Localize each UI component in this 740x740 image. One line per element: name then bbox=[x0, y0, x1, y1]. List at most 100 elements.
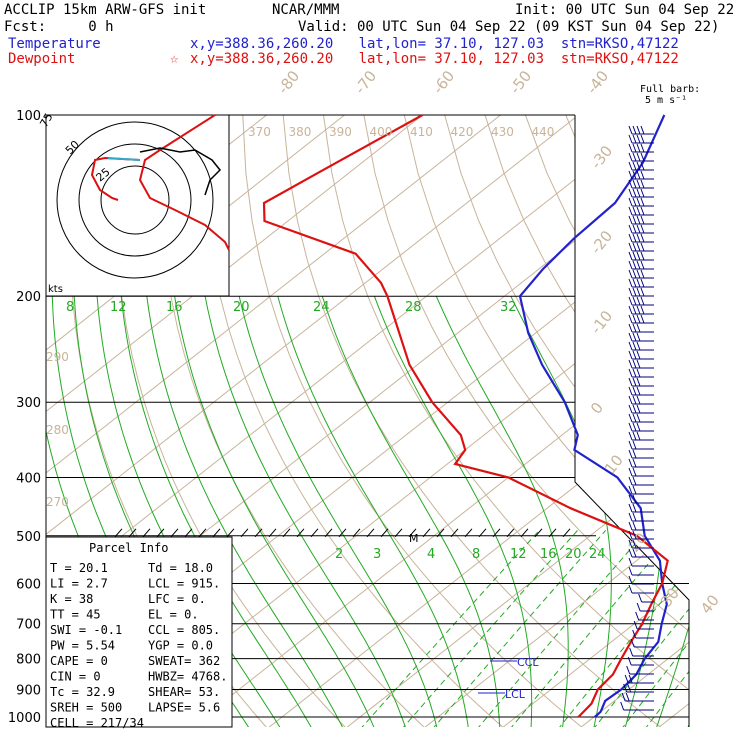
moist-adiabat-line bbox=[686, 296, 689, 727]
wind-barb-flag bbox=[640, 152, 645, 162]
parcel-param: CIN = 0 bbox=[50, 670, 101, 684]
wind-barb-flag bbox=[632, 404, 637, 414]
wind-barb-flag bbox=[632, 251, 637, 261]
wind-barb-flag bbox=[628, 260, 633, 270]
mixing-ratio-line bbox=[557, 530, 689, 727]
wind-barb-flag bbox=[636, 215, 641, 225]
parcel-param: T = 20.1 bbox=[50, 561, 108, 575]
wind-barb-flag bbox=[628, 224, 633, 234]
wind-barb-flag bbox=[636, 251, 641, 261]
pressure-tick-label: 400 bbox=[16, 471, 41, 486]
hodograph-units: kts bbox=[48, 284, 63, 295]
hatch-mark bbox=[198, 528, 207, 538]
wind-barb-flag bbox=[629, 647, 634, 657]
wind-barb-flag bbox=[636, 341, 641, 351]
hatch-mark bbox=[464, 528, 473, 538]
wind-barb-flag bbox=[628, 242, 633, 252]
wind-barb-flag bbox=[632, 179, 637, 189]
mixing-ratio-label: 12 bbox=[510, 547, 527, 562]
mixing-ratio-line bbox=[431, 530, 606, 727]
wind-barb-flag bbox=[628, 377, 633, 387]
hatch-mark bbox=[338, 528, 347, 538]
wind-barb-flag bbox=[636, 197, 641, 207]
wind-barb-flag bbox=[628, 134, 633, 144]
parcel-info-box bbox=[45, 536, 233, 728]
wind-barb-flag bbox=[628, 440, 633, 450]
wind-barb-flag bbox=[636, 296, 641, 306]
wind-barb-flag bbox=[628, 197, 633, 207]
mixing-ratio-label: 24 bbox=[313, 300, 330, 315]
wind-barb-flag bbox=[632, 161, 637, 171]
mixing-ratio-label: 16 bbox=[166, 300, 183, 315]
parcel-param: SREH = 500 bbox=[50, 701, 122, 715]
temperature-location: x,y=388.36,260.20 lat,lon= 37.10, 127.03… bbox=[190, 36, 679, 52]
pressure-tick-label: 100 bbox=[16, 109, 41, 124]
mixing-ratio-label: 2 bbox=[335, 547, 343, 562]
isotherm-label: 10 bbox=[601, 451, 627, 477]
wind-barb-flag bbox=[628, 467, 633, 477]
dry-adiabat-line bbox=[646, 115, 689, 727]
wind-barb-flag bbox=[632, 422, 637, 432]
moist-adiabat-line bbox=[238, 296, 438, 727]
wind-barb-flag bbox=[632, 242, 637, 252]
mixing-ratio-label: 24 bbox=[589, 547, 606, 562]
ccl-label: CCL bbox=[517, 656, 539, 669]
wind-barb-flag bbox=[640, 215, 645, 225]
wind-barb-flag bbox=[636, 377, 641, 387]
isotherm-line bbox=[46, 115, 657, 727]
wind-barb-flag bbox=[640, 134, 645, 144]
parcel-param: Td = 18.0 bbox=[148, 561, 213, 575]
hatch-mark bbox=[156, 528, 165, 538]
wind-barb-flag bbox=[636, 134, 641, 144]
wind-barbs bbox=[620, 125, 654, 711]
wind-barb-flag bbox=[628, 422, 633, 432]
hodograph-black-trace bbox=[139, 147, 222, 196]
hatch-mark bbox=[492, 528, 501, 538]
wind-barb-flag bbox=[632, 395, 637, 405]
wind-barb-flag bbox=[628, 323, 633, 333]
wind-barb-flag bbox=[628, 143, 633, 153]
parcel-param: SHEAR= 53. bbox=[148, 685, 220, 699]
wind-barb-flag bbox=[628, 287, 633, 297]
hatch-mark bbox=[548, 528, 557, 538]
wind-barb-flag bbox=[632, 539, 637, 549]
wind-barb-flag bbox=[628, 575, 633, 585]
wind-barb-flag bbox=[628, 539, 633, 549]
wind-barb-flag bbox=[632, 152, 637, 162]
valid-time: Valid: 00 UTC Sun 04 Sep 22 (09 KST Sun … bbox=[298, 19, 720, 35]
mixing-ratio-label: 8 bbox=[472, 547, 480, 562]
pressure-tick-label: 500 bbox=[16, 530, 41, 545]
wind-barb-flag bbox=[632, 512, 637, 522]
wind-barb-flag bbox=[636, 152, 641, 162]
dry-adiabat-line bbox=[484, 115, 689, 727]
wind-barb-flag bbox=[625, 692, 630, 702]
hodograph-ring bbox=[56, 121, 214, 279]
wind-barb-flag bbox=[632, 449, 637, 459]
wind-barb-flag bbox=[632, 341, 637, 351]
parcel-param: YGP = 0.0 bbox=[148, 639, 213, 653]
isotherm-line bbox=[265, 115, 689, 727]
isotherm-label: 40 bbox=[697, 591, 723, 617]
wind-barb-flag bbox=[640, 269, 645, 279]
hatch-mark bbox=[520, 528, 529, 538]
hatch-mark bbox=[254, 528, 263, 538]
mixing-ratio-line bbox=[476, 530, 647, 727]
hatch-mark bbox=[562, 528, 571, 538]
mixing-ratio-label: 32 bbox=[500, 300, 517, 315]
wind-barb-flag bbox=[636, 170, 641, 180]
wind-barb-flag bbox=[628, 521, 633, 531]
wind-barb-flag bbox=[632, 350, 637, 360]
isotherm-label: -40 bbox=[583, 67, 612, 97]
hatch-mark bbox=[282, 528, 291, 538]
hatch-mark bbox=[128, 528, 137, 538]
wind-barb-flag bbox=[628, 494, 633, 504]
wind-barb-flag bbox=[628, 278, 633, 288]
wind-barb-flag bbox=[632, 287, 637, 297]
wind-barb-flag bbox=[628, 512, 633, 522]
moist-adiabat-line bbox=[174, 296, 376, 727]
hatch-mark bbox=[226, 528, 235, 538]
hatch-mark bbox=[114, 528, 123, 538]
mixing-ratio-label: 28 bbox=[405, 300, 422, 315]
init-time: Init: 00 UTC Sun 04 Sep 22 bbox=[515, 2, 735, 18]
wind-barb-flag bbox=[628, 215, 633, 225]
